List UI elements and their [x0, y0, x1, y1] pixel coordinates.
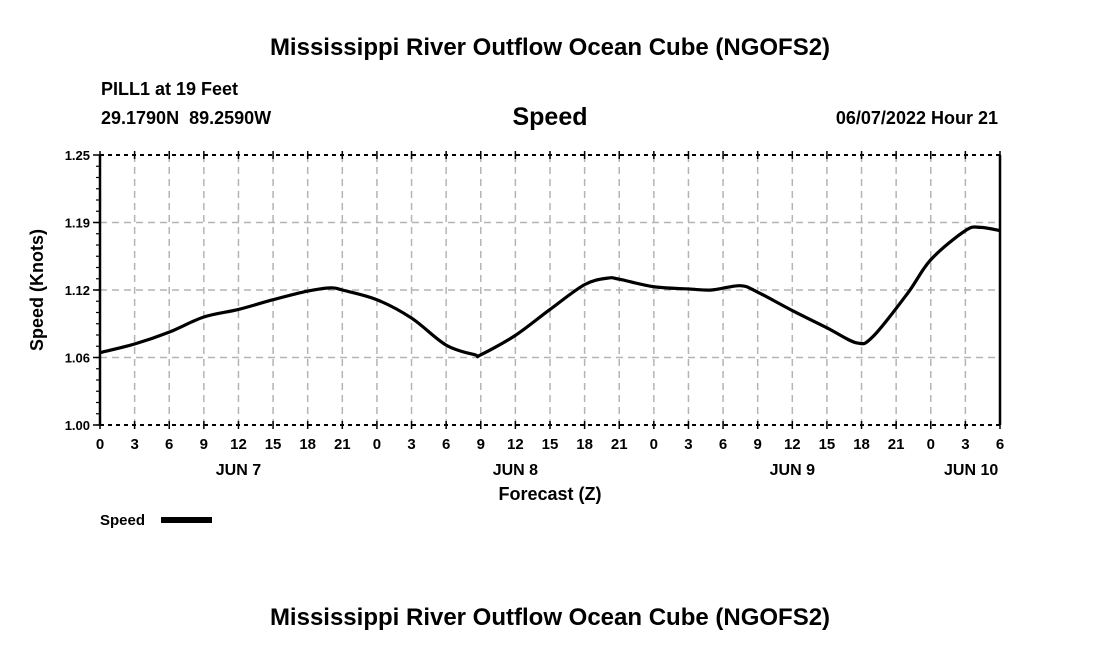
x-tick-label: 15 — [819, 436, 836, 453]
x-tick-label: 18 — [576, 436, 593, 453]
x-tick-label: 9 — [754, 436, 762, 453]
x-tick-label: 18 — [299, 436, 316, 453]
x-tick-label: 9 — [200, 436, 208, 453]
x-tick-label: 6 — [165, 436, 173, 453]
x-tick-label: 3 — [684, 436, 692, 453]
date-label: JUN 10 — [944, 462, 998, 479]
x-tick-label: 15 — [265, 436, 282, 453]
date-label: JUN 8 — [493, 462, 538, 479]
speed-series-line — [99, 225, 1001, 359]
footer-title: Mississippi River Outflow Ocean Cube (NG… — [270, 604, 830, 631]
x-tick-label: 6 — [442, 436, 450, 453]
y-tick-label: 1.25 — [65, 148, 90, 163]
x-tick-label: 6 — [996, 436, 1004, 453]
y-tick-label: 1.19 — [65, 216, 90, 231]
x-tick-label: 12 — [230, 436, 247, 453]
x-axis-label: Forecast (Z) — [498, 484, 601, 504]
chart-title: Mississippi River Outflow Ocean Cube (NG… — [270, 34, 830, 61]
coordinates-label: 29.1790N 89.2590W — [101, 108, 271, 128]
x-tick-label: 9 — [477, 436, 485, 453]
legend: Speed — [100, 512, 212, 529]
x-tick-label: 0 — [650, 436, 658, 453]
y-tick-label: 1.00 — [65, 418, 90, 433]
date-label: JUN 7 — [216, 462, 261, 479]
station-label: PILL1 at 19 Feet — [101, 79, 238, 99]
x-tick-label: 21 — [611, 436, 628, 453]
x-tick-labels: 0 3 6 9 12 15 18 21 0 3 6 9 12 15 18 21 0 3 6 9 12 15 18 21 0 3 6 — [96, 436, 1004, 453]
x-tick-label: 3 — [130, 436, 138, 453]
x-tick-label: 3 — [961, 436, 969, 453]
x-tick-label: 18 — [853, 436, 870, 453]
date-labels: JUN 7 JUN 8 JUN 9 JUN 10 — [216, 462, 999, 479]
x-tick-label: 0 — [373, 436, 381, 453]
legend-swatch — [161, 517, 212, 523]
x-tick-label: 15 — [542, 436, 559, 453]
x-tick-label: 6 — [719, 436, 727, 453]
variable-title: Speed — [512, 103, 587, 131]
x-tick-label: 21 — [334, 436, 351, 453]
timestamp-label: 06/07/2022 Hour 21 — [836, 108, 998, 128]
x-tick-label: 0 — [927, 436, 935, 453]
x-tick-label: 12 — [784, 436, 801, 453]
legend-label: Speed — [100, 512, 145, 529]
grid-lines — [100, 155, 1000, 425]
y-tick-label: 1.06 — [65, 351, 90, 366]
x-tick-label: 12 — [507, 436, 524, 453]
x-tick-label: 3 — [407, 436, 415, 453]
axes — [93, 151, 1002, 429]
x-tick-label: 21 — [888, 436, 905, 453]
x-tick-label: 0 — [96, 436, 104, 453]
y-tick-labels: 1.00 1.06 1.12 1.19 1.25 — [65, 148, 90, 433]
y-tick-label: 1.12 — [65, 283, 90, 298]
date-label: JUN 9 — [770, 462, 815, 479]
y-axis-label: Speed (Knots) — [27, 229, 47, 351]
